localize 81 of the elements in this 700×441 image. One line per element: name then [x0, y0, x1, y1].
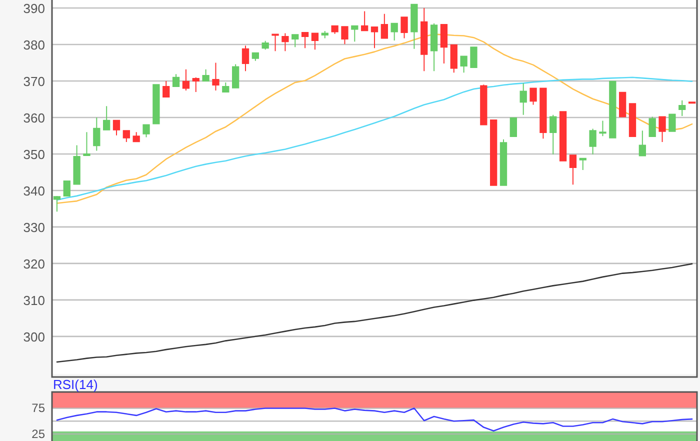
candlestick [252, 52, 259, 62]
candlestick [152, 84, 160, 125]
candlestick [341, 26, 348, 45]
candlestick [460, 55, 468, 74]
y-tick-label: 25 [32, 426, 46, 441]
y-tick-label: 300 [23, 328, 45, 344]
candlestick [569, 154, 577, 186]
candlestick [668, 113, 676, 132]
candlestick [351, 25, 358, 42]
candlestick [410, 4, 418, 50]
candlestick [648, 116, 656, 138]
candlestick [83, 132, 90, 156]
line-series [56, 34, 693, 204]
candlestick [321, 30, 328, 39]
y-tick-label: 380 [23, 37, 45, 52]
candlestick [162, 80, 170, 98]
candlestick [331, 25, 338, 34]
line-series [56, 408, 693, 432]
candlestick [678, 100, 686, 117]
candlestick [142, 124, 150, 138]
line-series [56, 76, 693, 201]
candlestick [93, 116, 100, 152]
candlestick [232, 64, 240, 89]
chart-title: RSI(14) [53, 377, 98, 392]
candlestick [390, 22, 398, 41]
candlestick [550, 114, 557, 155]
candlestick [500, 138, 508, 186]
candlestick [73, 144, 80, 186]
candlestick [262, 40, 269, 50]
candlestick [490, 119, 498, 186]
candlestick [112, 120, 120, 136]
candlestick [361, 10, 368, 32]
y-tick-label: 330 [23, 219, 45, 234]
candlestick [63, 180, 70, 197]
candlestick [212, 62, 220, 91]
line-series [56, 263, 693, 363]
candlestick [658, 116, 666, 142]
y-tick-label: 75 [32, 401, 46, 416]
candlestick [311, 32, 319, 50]
candlestick [470, 46, 478, 68]
candlestick [430, 22, 438, 72]
candlestick [510, 116, 517, 138]
candlestick [182, 68, 190, 91]
candlestick [370, 26, 378, 49]
candlestick [540, 87, 547, 140]
candlestick [480, 84, 488, 126]
candlestick [450, 44, 458, 74]
candlestick [619, 91, 626, 118]
candlestick [559, 110, 567, 162]
candlestick [272, 33, 279, 52]
y-tick-label: 360 [23, 110, 45, 125]
candlestick [103, 106, 110, 131]
candlestick [132, 132, 140, 142]
candlestick [420, 8, 428, 72]
y-tick-label: 340 [23, 182, 45, 198]
candlestick [530, 87, 537, 106]
candlestick [380, 13, 388, 40]
candlestick [282, 32, 289, 52]
candlestick [628, 102, 636, 138]
candlestick [579, 157, 586, 171]
candlestick [589, 128, 596, 155]
candlestick [192, 76, 200, 92]
candlestick [638, 130, 646, 157]
candlestick [242, 45, 250, 72]
candlestick [202, 68, 210, 82]
y-tick-label: 320 [23, 256, 45, 271]
y-tick-label: 390 [23, 0, 45, 16]
y-tick-label: 310 [23, 292, 45, 308]
candlestick [440, 24, 448, 64]
candlestick [301, 32, 309, 49]
y-tick-label: 350 [23, 146, 45, 162]
candlestick [599, 120, 606, 137]
candlestick [292, 34, 299, 48]
candlestick [122, 130, 130, 142]
candlestick [520, 82, 527, 116]
candlestick [222, 82, 230, 93]
y-tick-label: 370 [23, 74, 45, 89]
candlestick [609, 80, 616, 139]
candlestick [172, 74, 180, 88]
candlestick [53, 195, 61, 212]
candlestick [400, 16, 408, 39]
